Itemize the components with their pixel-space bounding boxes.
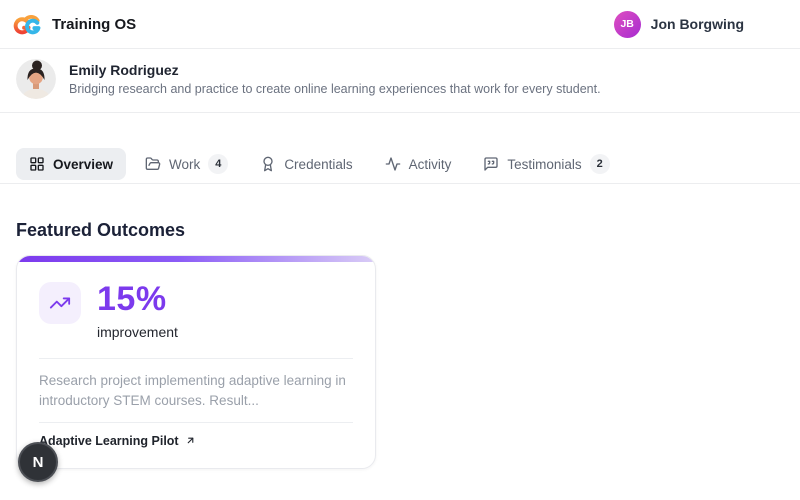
tab-testimonials[interactable]: Testimonials 2 bbox=[470, 148, 622, 180]
profile-photo-avatar bbox=[16, 59, 56, 99]
top-navbar: Training OS JB Jon Borgwing bbox=[0, 0, 800, 49]
main-content: Featured Outcomes 15% improvement Resear… bbox=[0, 220, 800, 469]
tab-label: Testimonials bbox=[507, 156, 582, 172]
trending-up-icon bbox=[39, 282, 81, 324]
grid-icon bbox=[29, 156, 45, 172]
floating-n-button[interactable]: N bbox=[18, 442, 58, 482]
award-icon bbox=[260, 156, 276, 172]
tab-count-badge: 4 bbox=[208, 154, 229, 174]
user-menu[interactable]: JB Jon Borgwing bbox=[613, 10, 744, 38]
card-project-link[interactable]: Adaptive Learning Pilot bbox=[39, 421, 353, 468]
tab-credentials[interactable]: Credentials bbox=[247, 148, 365, 180]
section-title: Featured Outcomes bbox=[16, 220, 186, 240]
tab-count-badge: 2 bbox=[589, 154, 610, 174]
app-logo-icon bbox=[12, 11, 42, 38]
tab-label: Overview bbox=[53, 156, 114, 172]
user-avatar: JB bbox=[613, 10, 641, 38]
card-description: Research project implementing adaptive l… bbox=[39, 372, 346, 408]
profile-header: Emily Rodriguez Bridging research and pr… bbox=[0, 49, 800, 113]
metric-value: 15% bbox=[97, 280, 167, 318]
profile-tab-bar: Overview Work 4 Credentials Activity bbox=[0, 113, 800, 184]
tab-overview[interactable]: Overview bbox=[16, 148, 127, 180]
tab-label: Credentials bbox=[284, 156, 353, 172]
folder-open-icon bbox=[145, 156, 161, 172]
card-link-label: Adaptive Learning Pilot bbox=[39, 433, 179, 448]
profile-name: Emily Rodriguez bbox=[69, 62, 179, 78]
activity-icon bbox=[385, 156, 401, 172]
tab-activity[interactable]: Activity bbox=[372, 148, 465, 180]
profile-bio: Bridging research and practice to create… bbox=[69, 82, 601, 96]
card-divider bbox=[39, 357, 353, 359]
featured-outcome-card[interactable]: 15% improvement Research project impleme… bbox=[16, 255, 376, 469]
tab-label: Work bbox=[169, 156, 201, 172]
speech-bubble-quote-icon bbox=[483, 156, 499, 172]
metric-label: improvement bbox=[97, 323, 178, 340]
app-brand[interactable]: Training OS bbox=[12, 11, 136, 38]
arrow-up-right-icon bbox=[185, 435, 196, 446]
tab-work[interactable]: Work 4 bbox=[132, 148, 241, 180]
tab-label: Activity bbox=[408, 156, 452, 172]
app-title: Training OS bbox=[52, 15, 137, 33]
card-accent-bar bbox=[17, 256, 375, 262]
user-name: Jon Borgwing bbox=[650, 16, 744, 32]
